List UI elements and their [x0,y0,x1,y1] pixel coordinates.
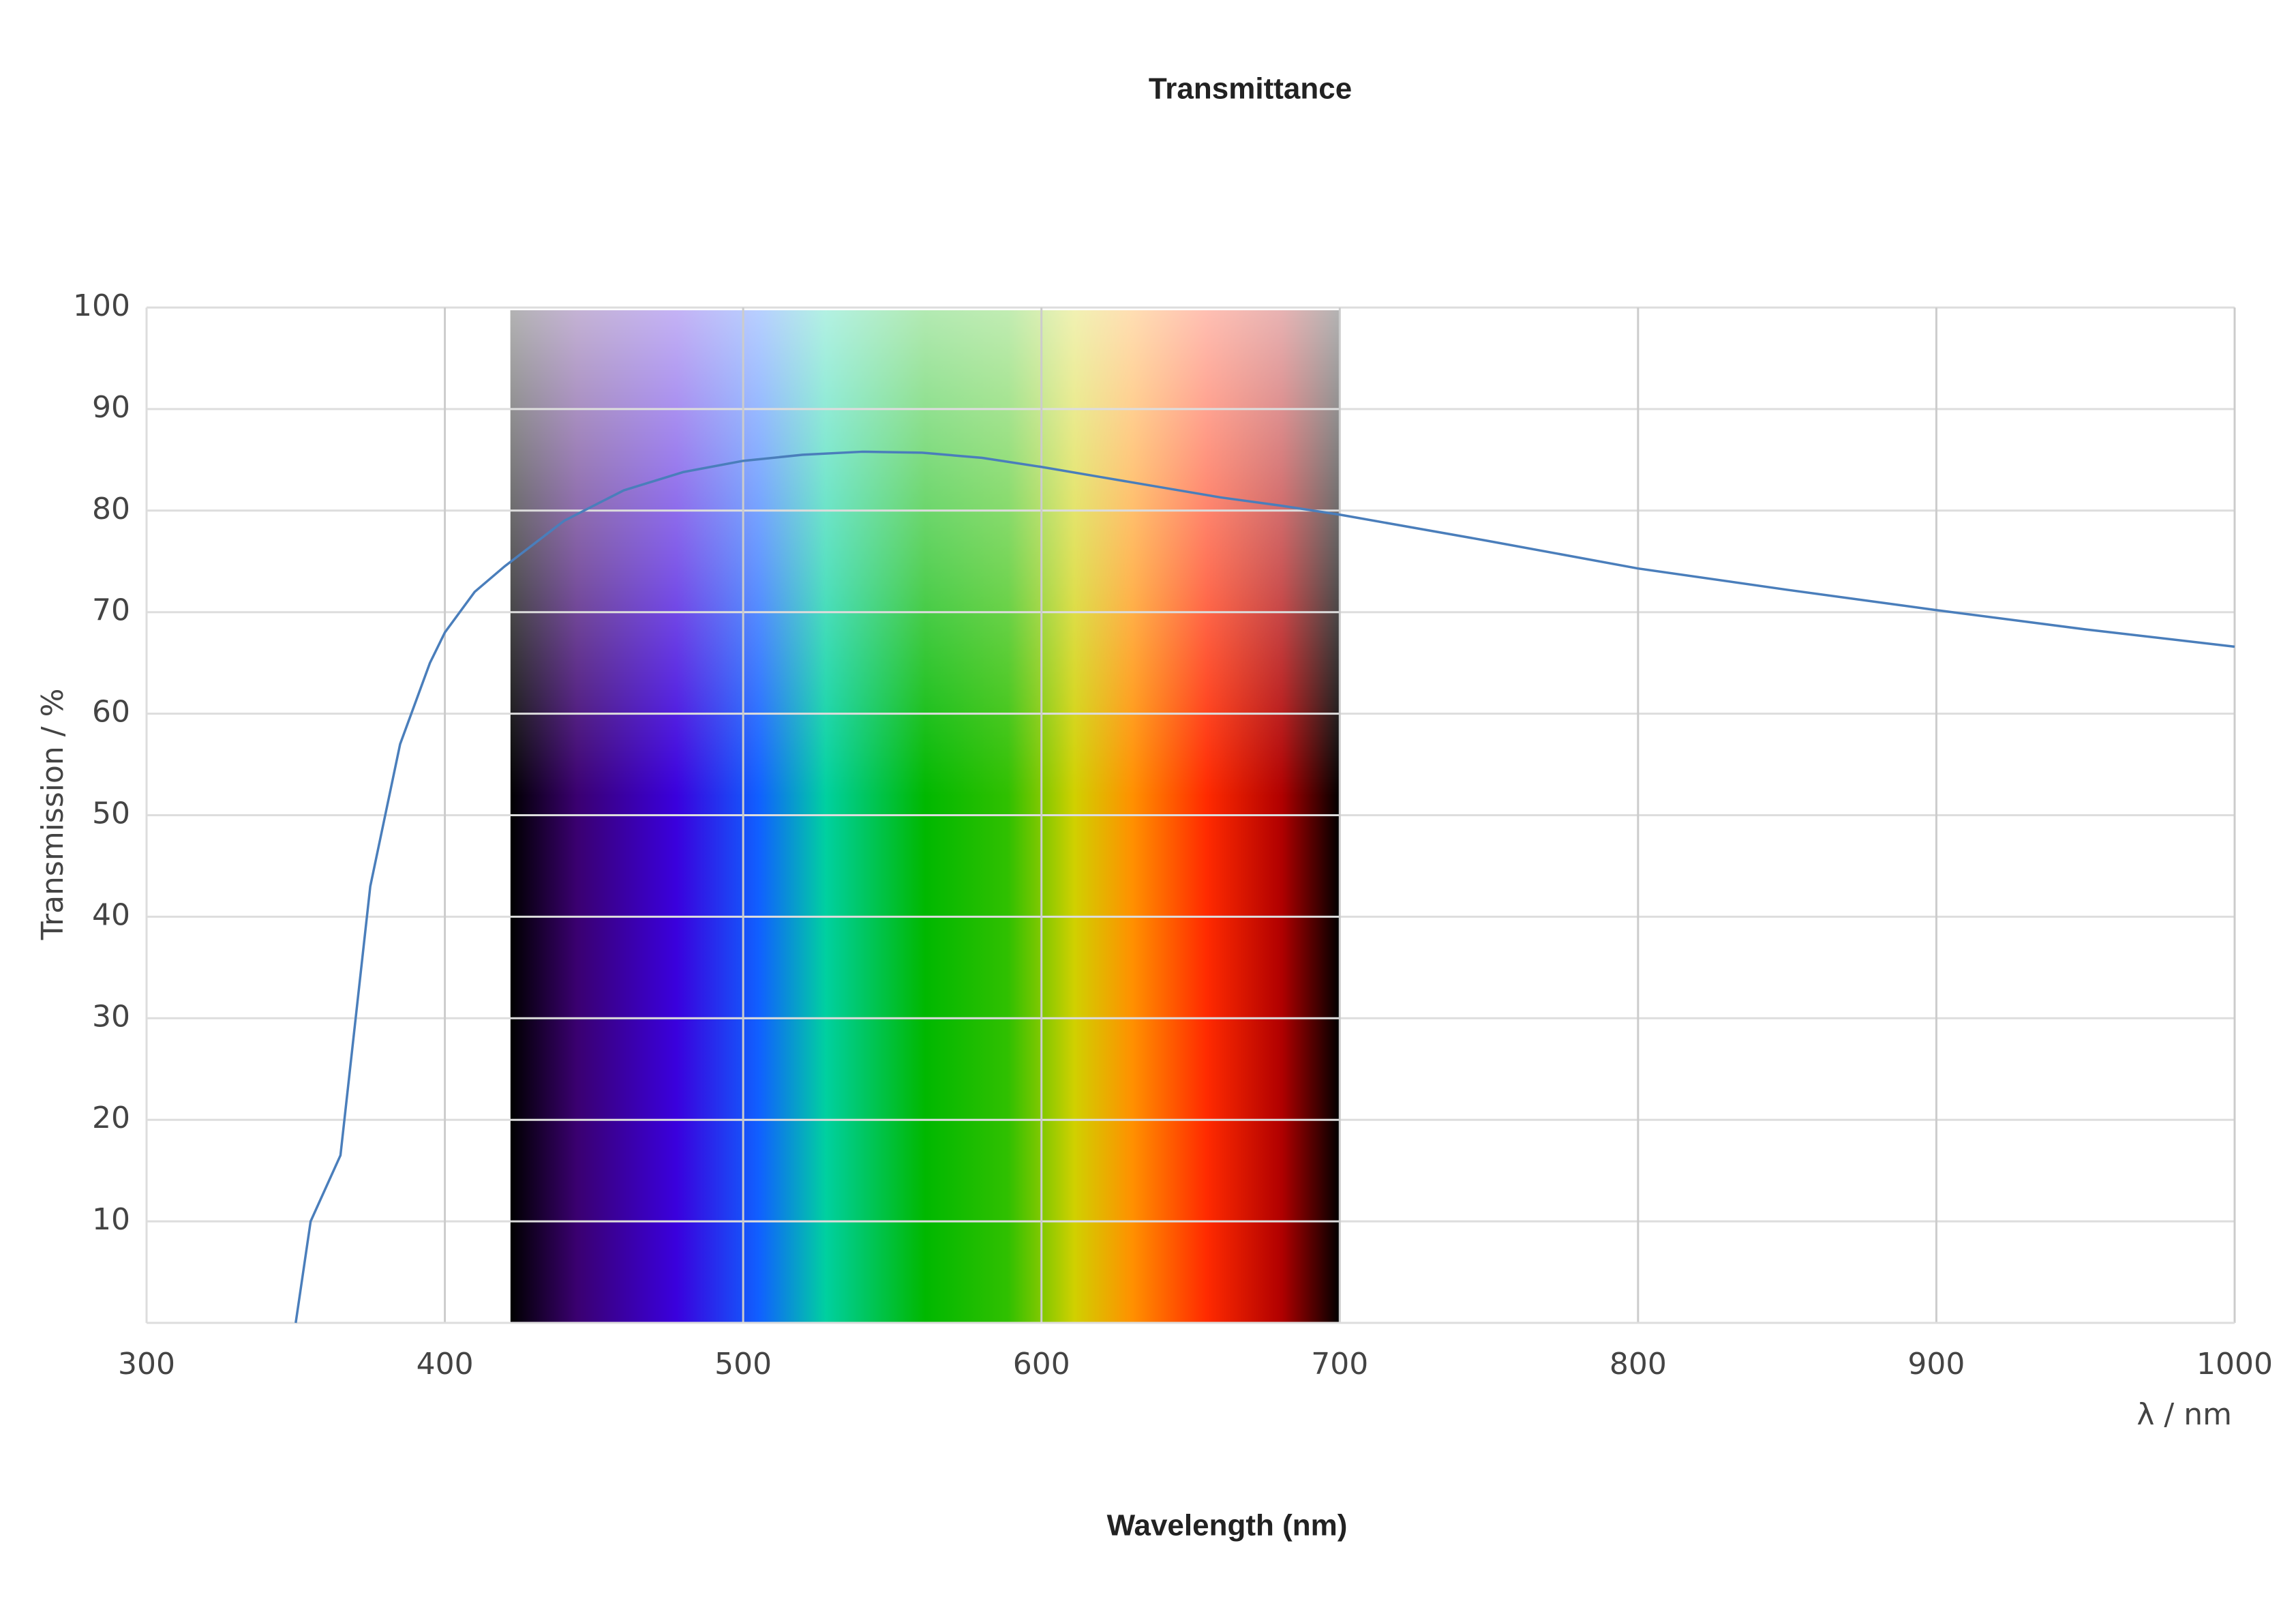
x-axis-label: λ / nm [2136,1397,2232,1432]
y-tick-label: 80 [92,492,130,526]
x-tick-label: 700 [1311,1347,1368,1382]
y-tick-label: 60 [92,695,130,730]
y-tick-label: 50 [92,796,130,831]
y-tick-label: 20 [92,1101,130,1135]
y-tick-label: 100 [73,288,130,323]
x-tick-label: 900 [1907,1347,1965,1382]
x-tick-label: 400 [417,1347,474,1382]
spectrum-fade [510,310,1340,1323]
x-tick-label: 600 [1013,1347,1070,1382]
y-tick-label: 10 [92,1202,130,1237]
x-tick-label: 1000 [2196,1347,2273,1382]
x-tick-label: 800 [1610,1347,1667,1382]
series-line [294,450,2235,1324]
y-tick-label: 40 [92,897,130,932]
y-tick-label: 70 [92,593,130,628]
y-axis-label: Transmission / % [35,689,70,941]
chart-title: Transmittance [1149,72,1352,106]
x-tick-label: 500 [714,1347,772,1382]
x-tick-label: 300 [118,1347,175,1382]
y-tick-label: 90 [92,390,130,425]
caption: Wavelength (nm) [1107,1509,1348,1542]
y-tick-label: 30 [92,999,130,1034]
